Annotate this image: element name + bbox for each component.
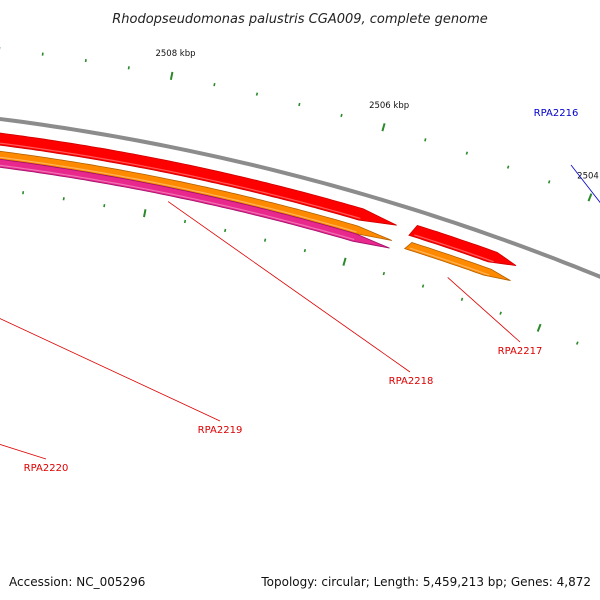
minor-tick — [127, 66, 130, 70]
minor-tick — [213, 82, 216, 87]
tick-label: 2508 kbp — [155, 49, 195, 59]
minor-tick — [183, 219, 187, 224]
minor-tick — [424, 138, 427, 142]
minor-tick — [575, 341, 579, 345]
label-leader-line — [570, 164, 600, 203]
minor-tick — [382, 271, 386, 276]
gene-labels: RPA2216 RPA2217 RPA2218 RPA2219 RPA2220 — [0, 108, 600, 474]
minor-tick — [421, 284, 425, 288]
gene-label-rpa2217[interactable]: RPA2217 — [498, 346, 543, 357]
label-leader-line — [0, 318, 221, 422]
gene-highlight — [414, 234, 494, 263]
gene-highlight — [409, 247, 490, 276]
minor-tick — [224, 228, 227, 233]
accession-text: Accession: NC_005296 — [9, 575, 146, 589]
gene-label-rpa2219[interactable]: RPA2219 — [198, 425, 243, 436]
tick-label: 2506 kbp — [369, 101, 409, 111]
major-tick — [169, 71, 174, 80]
gene-highlight — [0, 156, 357, 233]
gene-arrow-rpa2218[interactable] — [0, 154, 390, 249]
gene-highlight — [0, 164, 355, 241]
major-tick — [381, 123, 386, 132]
genome-info-text: Topology: circular; Length: 5,459,213 bp… — [261, 575, 591, 589]
minor-tick — [62, 197, 65, 201]
gene-label-rpa2216[interactable]: RPA2216 — [534, 108, 579, 119]
gene-arrow-rpa2217[interactable] — [403, 242, 511, 281]
label-leader-line — [0, 444, 47, 460]
gene-features — [0, 128, 517, 281]
minor-tick — [460, 297, 464, 301]
map-title: Rhodopseudomonas palustris CGA009, compl… — [112, 12, 488, 27]
minor-tick — [506, 165, 510, 169]
major-tick — [342, 257, 347, 266]
minor-tick — [303, 248, 307, 253]
minor-tick — [255, 92, 259, 96]
major-tick — [143, 209, 147, 218]
gene-highlight — [0, 142, 361, 219]
minor-tick — [499, 311, 502, 315]
label-leader-line — [167, 201, 411, 373]
minor-tick — [465, 151, 469, 155]
minor-tick — [340, 113, 343, 118]
gene-label-rpa2218[interactable]: RPA2218 — [389, 376, 434, 387]
label-leader-line — [447, 277, 521, 343]
tick-label: 2504 kbp — [577, 172, 600, 182]
major-tick — [536, 323, 542, 332]
gene-label-rpa2220[interactable]: RPA2220 — [24, 463, 69, 474]
gene-arrow-rpa2217[interactable] — [408, 224, 517, 266]
minor-tick — [263, 238, 267, 242]
minor-tick — [298, 102, 301, 107]
gene-arrow-rpa2218[interactable] — [0, 128, 397, 226]
major-tick — [587, 193, 593, 202]
minor-tick — [103, 204, 106, 208]
minor-tick — [547, 180, 551, 184]
